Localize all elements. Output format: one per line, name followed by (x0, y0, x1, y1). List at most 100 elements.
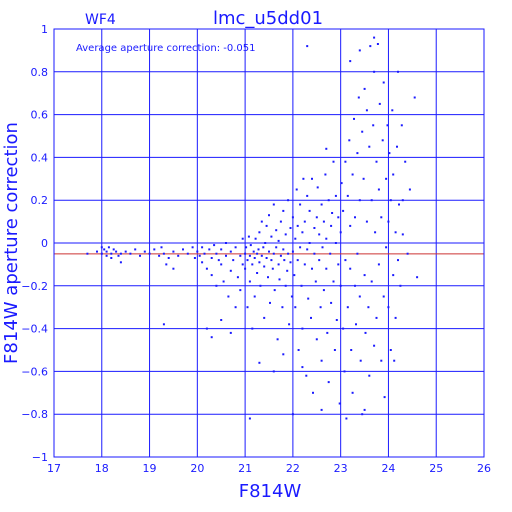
data-point-124 (288, 323, 291, 326)
data-point-57 (234, 306, 237, 309)
data-point-257 (358, 49, 361, 52)
data-point-265 (389, 199, 392, 202)
data-point-10 (112, 248, 115, 251)
data-point-261 (387, 220, 390, 223)
data-point-138 (296, 259, 299, 262)
data-point-148 (303, 220, 306, 223)
data-point-201 (342, 209, 345, 212)
data-point-121 (286, 269, 289, 272)
data-point-75 (248, 280, 251, 283)
data-point-58 (234, 246, 237, 249)
data-point-53 (227, 295, 230, 298)
data-point-158 (312, 391, 314, 394)
x-axis-label: F814W (239, 481, 302, 502)
data-point-73 (247, 235, 250, 238)
data-point-132 (291, 250, 294, 253)
data-point-50 (222, 280, 225, 283)
data-point-14 (119, 261, 122, 264)
data-point-263 (388, 152, 391, 155)
data-point-211 (350, 349, 353, 351)
data-point-206 (346, 194, 349, 197)
data-point-142 (299, 203, 302, 206)
data-point-127 (290, 295, 293, 298)
data-point-134 (293, 274, 296, 277)
data-point-186 (334, 242, 337, 244)
data-point-67 (229, 331, 232, 334)
data-point-11 (115, 250, 118, 253)
x-tick-label-3: 20 (190, 462, 204, 475)
data-point-267 (392, 274, 395, 277)
data-point-219 (356, 252, 359, 255)
data-point-96 (265, 224, 268, 227)
data-point-235 (369, 45, 372, 48)
data-point-252 (382, 81, 385, 84)
data-point-151 (306, 194, 309, 197)
data-point-69 (244, 267, 247, 270)
data-point-32 (191, 246, 194, 249)
data-point-40 (205, 267, 208, 270)
data-point-241 (374, 231, 377, 234)
data-point-231 (365, 109, 368, 112)
data-point-128 (248, 417, 251, 420)
data-point-228 (363, 87, 366, 90)
y-tick-label-10: 1 (41, 23, 48, 36)
data-point-93 (263, 316, 266, 319)
data-point-54 (229, 250, 232, 253)
data-point-5 (105, 254, 108, 257)
data-point-63 (241, 237, 244, 240)
data-point-245 (377, 263, 380, 266)
data-point-131 (282, 353, 285, 356)
data-point-181 (330, 301, 333, 304)
data-point-17 (134, 248, 137, 251)
data-point-147 (303, 263, 306, 266)
data-point-21 (153, 248, 156, 251)
data-point-205 (345, 417, 348, 420)
x-tick-label-1: 18 (95, 462, 109, 475)
data-point-18 (139, 254, 141, 257)
data-point-19 (143, 250, 146, 253)
data-point-81 (253, 295, 256, 298)
data-point-253 (383, 396, 386, 399)
data-point-105 (272, 203, 275, 206)
data-point-110 (277, 263, 280, 266)
data-point-277 (401, 199, 404, 202)
data-point-182 (331, 212, 334, 214)
y-tick-label-6: 0.2 (31, 194, 49, 207)
data-point-187 (334, 194, 337, 197)
data-point-204 (344, 259, 347, 262)
data-point-260 (363, 408, 366, 411)
data-point-47 (217, 259, 220, 262)
data-point-13 (119, 252, 122, 255)
data-point-115 (281, 306, 284, 309)
data-point-65 (210, 336, 213, 339)
data-point-162 (315, 216, 318, 219)
data-point-189 (337, 263, 340, 266)
data-point-106 (273, 289, 276, 292)
data-point-74 (248, 254, 251, 257)
data-point-25 (165, 263, 168, 266)
data-point-183 (332, 280, 335, 283)
data-point-49 (220, 263, 223, 266)
data-point-116 (282, 248, 285, 251)
y-tick-label-4: −0.2 (21, 280, 48, 293)
data-point-141 (299, 246, 302, 249)
data-point-24 (162, 252, 165, 255)
data-point-97 (267, 276, 269, 279)
data-point-190 (337, 216, 340, 219)
data-point-59 (236, 276, 239, 279)
data-point-28 (172, 267, 175, 270)
data-point-159 (313, 252, 316, 255)
data-point-109 (276, 338, 279, 341)
data-point-130 (272, 370, 275, 373)
data-point-216 (354, 216, 356, 219)
plot-frame (53, 28, 485, 458)
data-point-185 (333, 349, 336, 351)
x-tick-label-0: 17 (47, 462, 61, 475)
data-point-117 (282, 209, 285, 212)
data-point-45 (215, 252, 218, 255)
data-point-87 (258, 231, 261, 234)
data-point-212 (351, 173, 354, 176)
data-point-111 (277, 239, 280, 242)
data-point-258 (349, 60, 352, 63)
data-point-36 (198, 254, 201, 257)
